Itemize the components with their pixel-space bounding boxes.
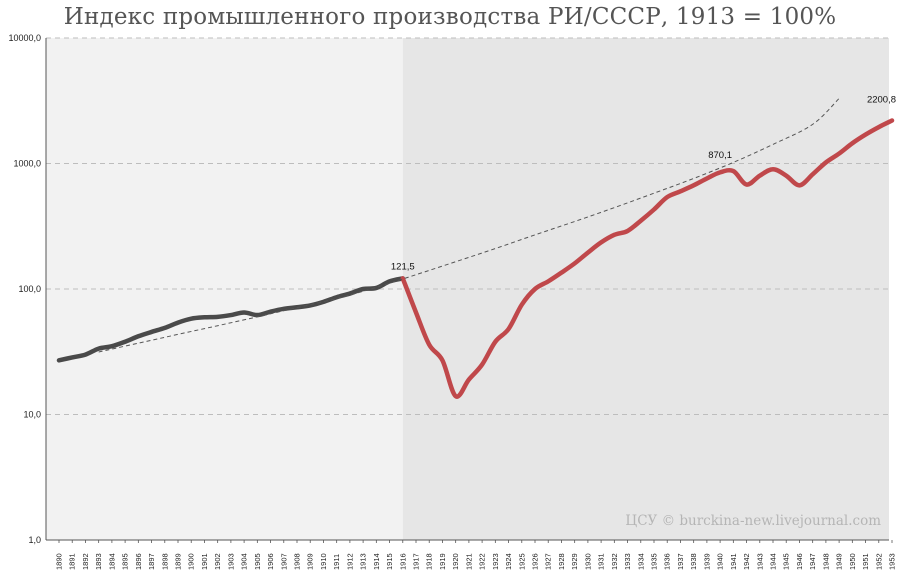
x-tick-label: 1893 bbox=[94, 553, 103, 570]
x-tick-label: 1922 bbox=[478, 553, 487, 570]
x-tick-label: 1943 bbox=[755, 553, 764, 570]
x-tick-label: 1899 bbox=[174, 553, 183, 570]
data-label: 121,5 bbox=[391, 261, 415, 272]
x-tick-label: 1926 bbox=[531, 553, 540, 570]
series-line-0 bbox=[56, 276, 406, 363]
x-tick-label: 1920 bbox=[451, 553, 460, 570]
x-tick-label: 1944 bbox=[769, 553, 778, 570]
x-tick-label: 1909 bbox=[306, 553, 315, 570]
x-tick-label: 1897 bbox=[147, 553, 156, 570]
x-tick-label: 1945 bbox=[782, 553, 791, 570]
series-line-1 bbox=[400, 118, 895, 399]
x-tick-label: 1896 bbox=[134, 553, 143, 570]
x-tick-label: 1953 bbox=[888, 553, 897, 570]
x-tick-label: 1946 bbox=[795, 553, 804, 570]
x-tick-label: 1925 bbox=[517, 553, 526, 570]
y-tick-label: 1000,0 bbox=[13, 159, 41, 169]
x-tick-label: 1930 bbox=[583, 553, 592, 570]
x-tick-label: 1923 bbox=[491, 553, 500, 570]
source-credit: ЦСУ © burckina-new.livejournal.com bbox=[625, 513, 881, 529]
x-tick-label: 1937 bbox=[676, 553, 685, 570]
x-tick-label: 1905 bbox=[253, 553, 262, 570]
x-tick-label: 1918 bbox=[425, 553, 434, 570]
x-tick-label: 1936 bbox=[663, 553, 672, 570]
x-tick-label: 1910 bbox=[319, 553, 328, 570]
x-tick-label: 1895 bbox=[121, 553, 130, 570]
x-tick-label: 1919 bbox=[438, 553, 447, 570]
x-tick-label: 1892 bbox=[81, 553, 90, 570]
x-tick-label: 1950 bbox=[848, 553, 857, 570]
x-tick-label: 1900 bbox=[187, 553, 196, 570]
y-tick-label: 100,0 bbox=[18, 284, 41, 294]
x-tick-label: 1915 bbox=[385, 553, 394, 570]
x-tick-label: 1951 bbox=[861, 553, 870, 570]
data-label: 2200,8 bbox=[867, 95, 896, 106]
y-tick-label: 10000,0 bbox=[8, 33, 41, 43]
x-tick-label: 1913 bbox=[359, 553, 368, 570]
x-tick-label: 1938 bbox=[689, 553, 698, 570]
x-tick-label: 1906 bbox=[266, 553, 275, 570]
x-tick-label: 1952 bbox=[874, 553, 883, 570]
y-tick-label: 10,0 bbox=[23, 410, 41, 420]
x-tick-label: 1911 bbox=[332, 554, 341, 570]
x-tick-label: 1942 bbox=[742, 553, 751, 570]
x-tick-label: 1940 bbox=[716, 553, 725, 570]
x-tick-label: 1929 bbox=[570, 553, 579, 570]
x-tick-label: 1894 bbox=[107, 553, 116, 570]
x-tick-label: 1901 bbox=[200, 553, 209, 570]
x-tick-label: 1933 bbox=[623, 553, 632, 570]
x-tick-label: 1907 bbox=[279, 553, 288, 570]
x-tick-label: 1931 bbox=[597, 553, 606, 570]
x-tick-label: 1917 bbox=[412, 553, 421, 570]
x-tick-label: 1928 bbox=[557, 553, 566, 570]
x-tick-label: 1916 bbox=[398, 553, 407, 570]
plot-region-1890-1916 bbox=[46, 38, 403, 540]
x-tick-label: 1891 bbox=[68, 553, 77, 570]
x-tick-label: 1934 bbox=[636, 553, 645, 570]
x-tick-label: 1912 bbox=[345, 553, 354, 570]
trend-line bbox=[98, 98, 840, 353]
chart-title: Индекс промышленного производства РИ/ССС… bbox=[63, 4, 837, 30]
x-tick-label: 1924 bbox=[504, 553, 513, 570]
x-tick-label: 1914 bbox=[372, 553, 381, 570]
x-tick-label: 1932 bbox=[610, 553, 619, 570]
y-tick-label: 1,0 bbox=[28, 535, 41, 545]
x-tick-label: 1890 bbox=[55, 553, 64, 570]
x-tick-label: 1935 bbox=[650, 553, 659, 570]
x-tick-label: 1908 bbox=[293, 553, 302, 570]
plot-region-1916-1953 bbox=[402, 38, 889, 540]
x-tick-label: 1902 bbox=[213, 553, 222, 570]
x-tick-label: 1904 bbox=[240, 553, 249, 570]
x-tick-label: 1948 bbox=[821, 553, 830, 570]
x-tick-label: 1941 bbox=[729, 553, 738, 570]
x-tick-label: 1903 bbox=[226, 553, 235, 570]
x-tick-label: 1927 bbox=[544, 553, 553, 570]
x-tick-label: 1949 bbox=[835, 553, 844, 570]
x-tick-label: 1947 bbox=[808, 553, 817, 570]
x-tick-label: 1939 bbox=[702, 553, 711, 570]
x-tick-label: 1898 bbox=[160, 553, 169, 570]
x-tick-label: 1921 bbox=[464, 553, 473, 570]
data-label: 870,1 bbox=[708, 150, 732, 161]
